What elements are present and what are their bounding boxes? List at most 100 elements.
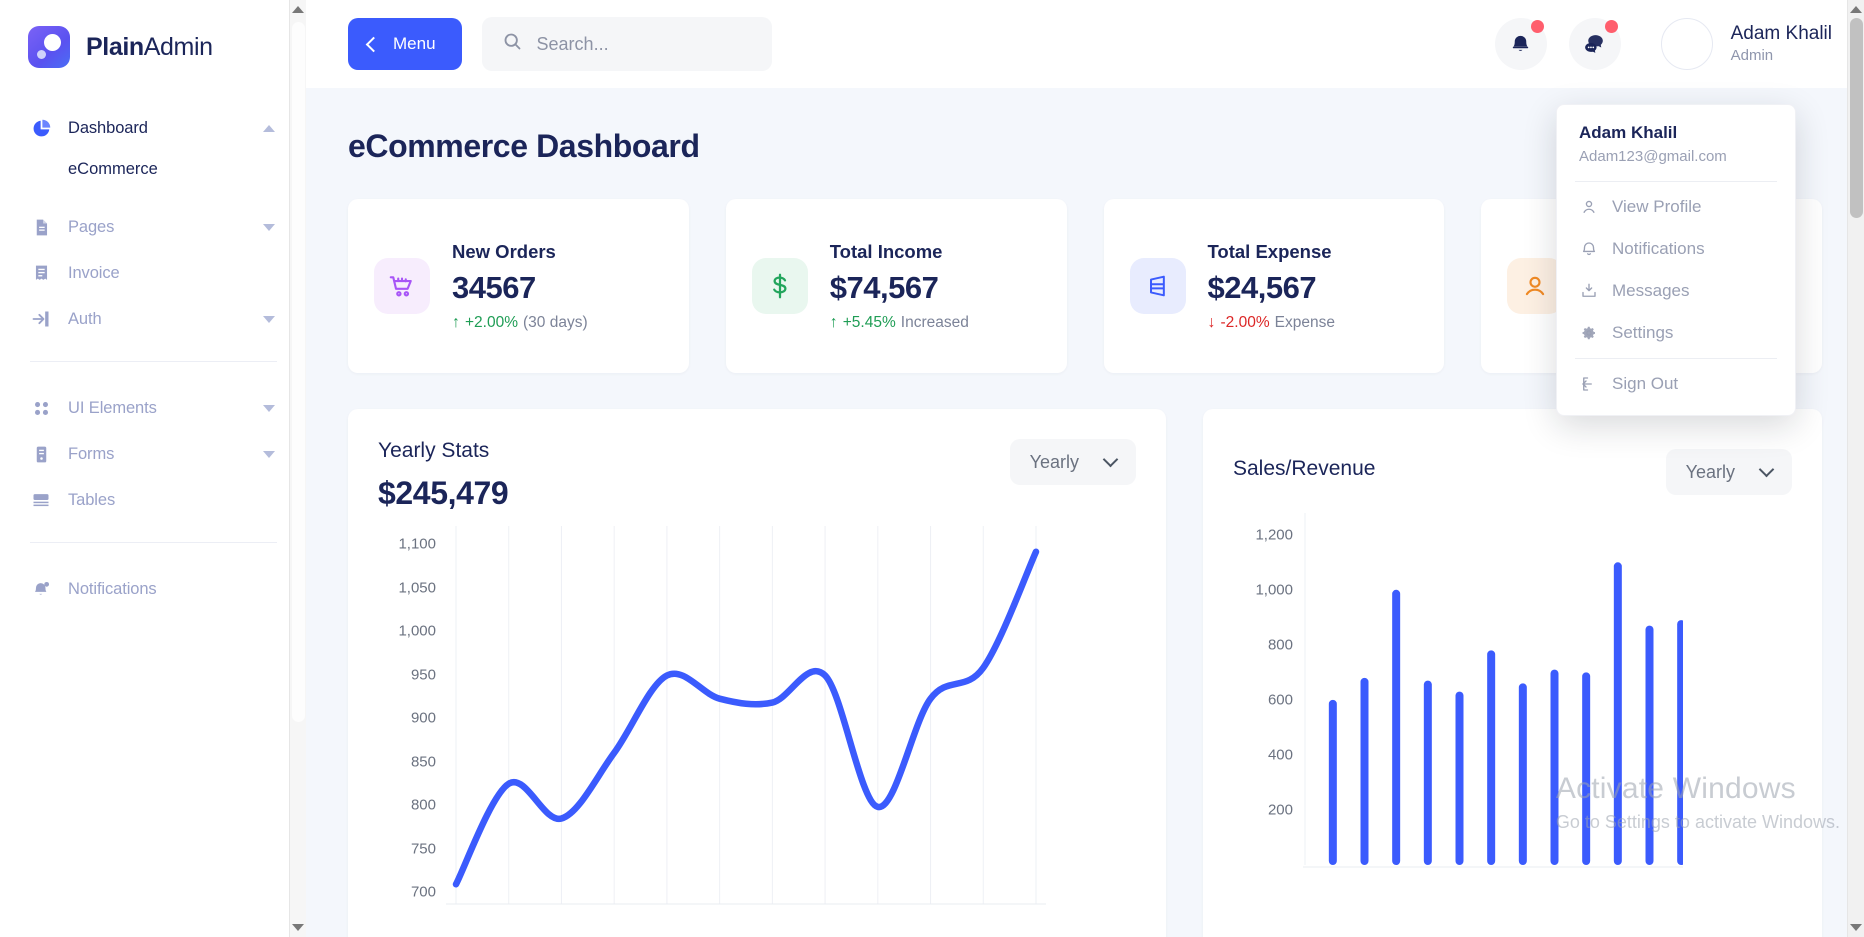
bar bbox=[1423, 680, 1432, 865]
dropdown-item-sign-out[interactable]: Sign Out bbox=[1557, 363, 1795, 405]
bell-icon bbox=[1579, 240, 1598, 259]
dropdown-user-name: Adam Khalil bbox=[1579, 123, 1678, 142]
dropdown-divider bbox=[1575, 181, 1777, 182]
sidebar-item-notifications[interactable]: Notifications bbox=[24, 569, 281, 609]
chevron-down-icon[interactable] bbox=[263, 315, 275, 323]
stat-value: $74,567 bbox=[829, 269, 939, 305]
plainadmin-logo-icon bbox=[28, 26, 70, 68]
scroll-down-arrow-icon[interactable] bbox=[1850, 924, 1862, 931]
sidebar-item-pages[interactable]: Pages bbox=[24, 207, 281, 247]
yearly-stats-range-select[interactable]: Yearly bbox=[1009, 439, 1136, 485]
stat-title: New Orders bbox=[452, 240, 556, 262]
stat-note: (30 days) bbox=[523, 313, 588, 331]
stat-card-total-income[interactable]: Total Income $74,567 ↑ +5.45% Increased bbox=[725, 199, 1067, 373]
stat-delta: ↑ +2.00% (30 days) bbox=[452, 314, 588, 332]
bar bbox=[1677, 620, 1683, 865]
brand-name-light: Admin bbox=[143, 32, 213, 61]
sidebar-item-ecommerce[interactable]: eCommerce bbox=[68, 160, 158, 178]
menu-button[interactable]: Menu bbox=[348, 18, 462, 70]
scrollbar-thumb[interactable] bbox=[292, 22, 305, 722]
scroll-up-arrow-icon[interactable] bbox=[292, 6, 304, 13]
bar bbox=[1360, 677, 1369, 865]
sidebar-item-label: UI Elements bbox=[68, 398, 157, 417]
y-axis-tick-label: 900 bbox=[410, 709, 436, 727]
yearly-stats-line-chart: 1,100 1,050 1,000 950 900 850 800 750 700 bbox=[378, 526, 1136, 916]
brand[interactable]: PlainAdmin bbox=[0, 0, 305, 68]
sidebar-scrollbar[interactable] bbox=[289, 0, 306, 937]
scroll-up-arrow-icon[interactable] bbox=[1850, 6, 1862, 13]
bar bbox=[1613, 562, 1622, 865]
stat-value: $24,567 bbox=[1207, 269, 1317, 305]
sidebar-item-dashboard[interactable]: Dashboard bbox=[24, 108, 281, 148]
y-axis-tick-label: 1,200 bbox=[1255, 526, 1293, 544]
search-input[interactable] bbox=[536, 33, 752, 55]
page-title: eCommerce Dashboard bbox=[348, 128, 700, 164]
nav-group-pages: Pages Invoice Auth bbox=[0, 207, 305, 339]
pie-chart-icon bbox=[30, 117, 52, 139]
bar bbox=[1455, 691, 1464, 865]
dropdown-item-label: Notifications bbox=[1612, 239, 1705, 258]
dropdown-item-label: Settings bbox=[1612, 323, 1674, 342]
dropdown-item-messages[interactable]: Messages bbox=[1557, 270, 1795, 312]
user-meta: Adam Khalil Admin bbox=[1731, 22, 1832, 65]
menu-button-label: Menu bbox=[393, 34, 436, 53]
scrollbar-thumb[interactable] bbox=[1850, 18, 1863, 218]
sales-revenue-range-select[interactable]: Yearly bbox=[1665, 449, 1792, 495]
sidebar-item-label: Dashboard bbox=[68, 118, 148, 137]
y-axis-tick-label: 950 bbox=[410, 666, 436, 683]
sidebar-item-invoice[interactable]: Invoice bbox=[24, 253, 281, 293]
chart-row: Yearly Stats $245,479 Yearly 1,100 1,050 1… bbox=[348, 409, 1822, 937]
stat-percent: +2.00% bbox=[465, 313, 519, 331]
sidebar-item-label: Forms bbox=[68, 444, 115, 463]
table-icon bbox=[30, 489, 52, 511]
page-scrollbar[interactable] bbox=[1847, 0, 1864, 937]
stat-body: Total Income $74,567 ↑ +5.45% Increased bbox=[830, 241, 969, 332]
dropdown-item-notifications[interactable]: Notifications bbox=[1557, 228, 1795, 270]
dropdown-item-settings[interactable]: Settings bbox=[1557, 312, 1795, 354]
messages-button[interactable] bbox=[1568, 18, 1621, 70]
chevron-up-icon[interactable] bbox=[263, 124, 275, 132]
bar bbox=[1392, 589, 1401, 865]
select-value: Yearly bbox=[1029, 451, 1079, 472]
chevron-down-icon[interactable] bbox=[263, 404, 275, 412]
stat-card-new-orders[interactable]: New Orders 34567 ↑ +2.00% (30 days) bbox=[348, 199, 689, 373]
dropdown-user-email: Adam123@gmail.com bbox=[1579, 148, 1727, 165]
line-series bbox=[452, 548, 1040, 888]
notification-badge-dot bbox=[1530, 20, 1544, 33]
y-axis-tick-label: 200 bbox=[1267, 801, 1293, 819]
sign-out-icon bbox=[1579, 375, 1598, 394]
shopping-cart-icon bbox=[374, 258, 430, 314]
user-profile-button[interactable]: Adam Khalil Admin bbox=[1660, 18, 1832, 70]
y-axis-tick-label: 750 bbox=[410, 840, 436, 857]
select-value: Yearly bbox=[1685, 461, 1735, 482]
chevron-down-icon[interactable] bbox=[263, 450, 275, 458]
notifications-button[interactable] bbox=[1494, 18, 1547, 70]
search-box[interactable] bbox=[481, 17, 772, 71]
stat-delta: ↓ -2.00% Expense bbox=[1208, 314, 1335, 332]
sidebar-item-tables[interactable]: Tables bbox=[24, 480, 281, 520]
stat-note: Expense bbox=[1274, 313, 1335, 331]
sidebar-item-ui-elements[interactable]: UI Elements bbox=[24, 388, 281, 428]
sidebar-item-forms[interactable]: Forms bbox=[24, 434, 281, 474]
user-icon bbox=[1507, 258, 1564, 314]
message-badge-dot bbox=[1604, 20, 1618, 33]
sidebar-item-auth[interactable]: Auth bbox=[24, 299, 281, 339]
sidebar: PlainAdmin Dashboard eCommerce bbox=[0, 0, 306, 937]
user-role: Admin bbox=[1730, 47, 1774, 65]
scroll-down-arrow-icon[interactable] bbox=[292, 924, 304, 931]
avatar bbox=[1660, 18, 1713, 70]
sidebar-nav: Dashboard eCommerce Pages bbox=[0, 68, 305, 609]
y-axis-tick-label: 850 bbox=[410, 753, 436, 770]
brand-name: PlainAdmin bbox=[86, 33, 213, 62]
y-axis-tick-label: 600 bbox=[1267, 691, 1293, 709]
nav-divider bbox=[30, 361, 277, 362]
login-arrow-icon bbox=[30, 308, 52, 330]
chevron-down-icon[interactable] bbox=[263, 223, 275, 231]
card-icon bbox=[1129, 258, 1186, 314]
stat-card-total-expense[interactable]: Total Expense $24,567 ↓ -2.00% Expense bbox=[1103, 199, 1445, 373]
dropdown-item-label: Messages bbox=[1612, 281, 1690, 300]
dropdown-item-view-profile[interactable]: View Profile bbox=[1557, 186, 1795, 228]
chart-title: Sales/Revenue bbox=[1233, 457, 1376, 480]
arrow-down-icon: ↓ bbox=[1207, 313, 1216, 331]
